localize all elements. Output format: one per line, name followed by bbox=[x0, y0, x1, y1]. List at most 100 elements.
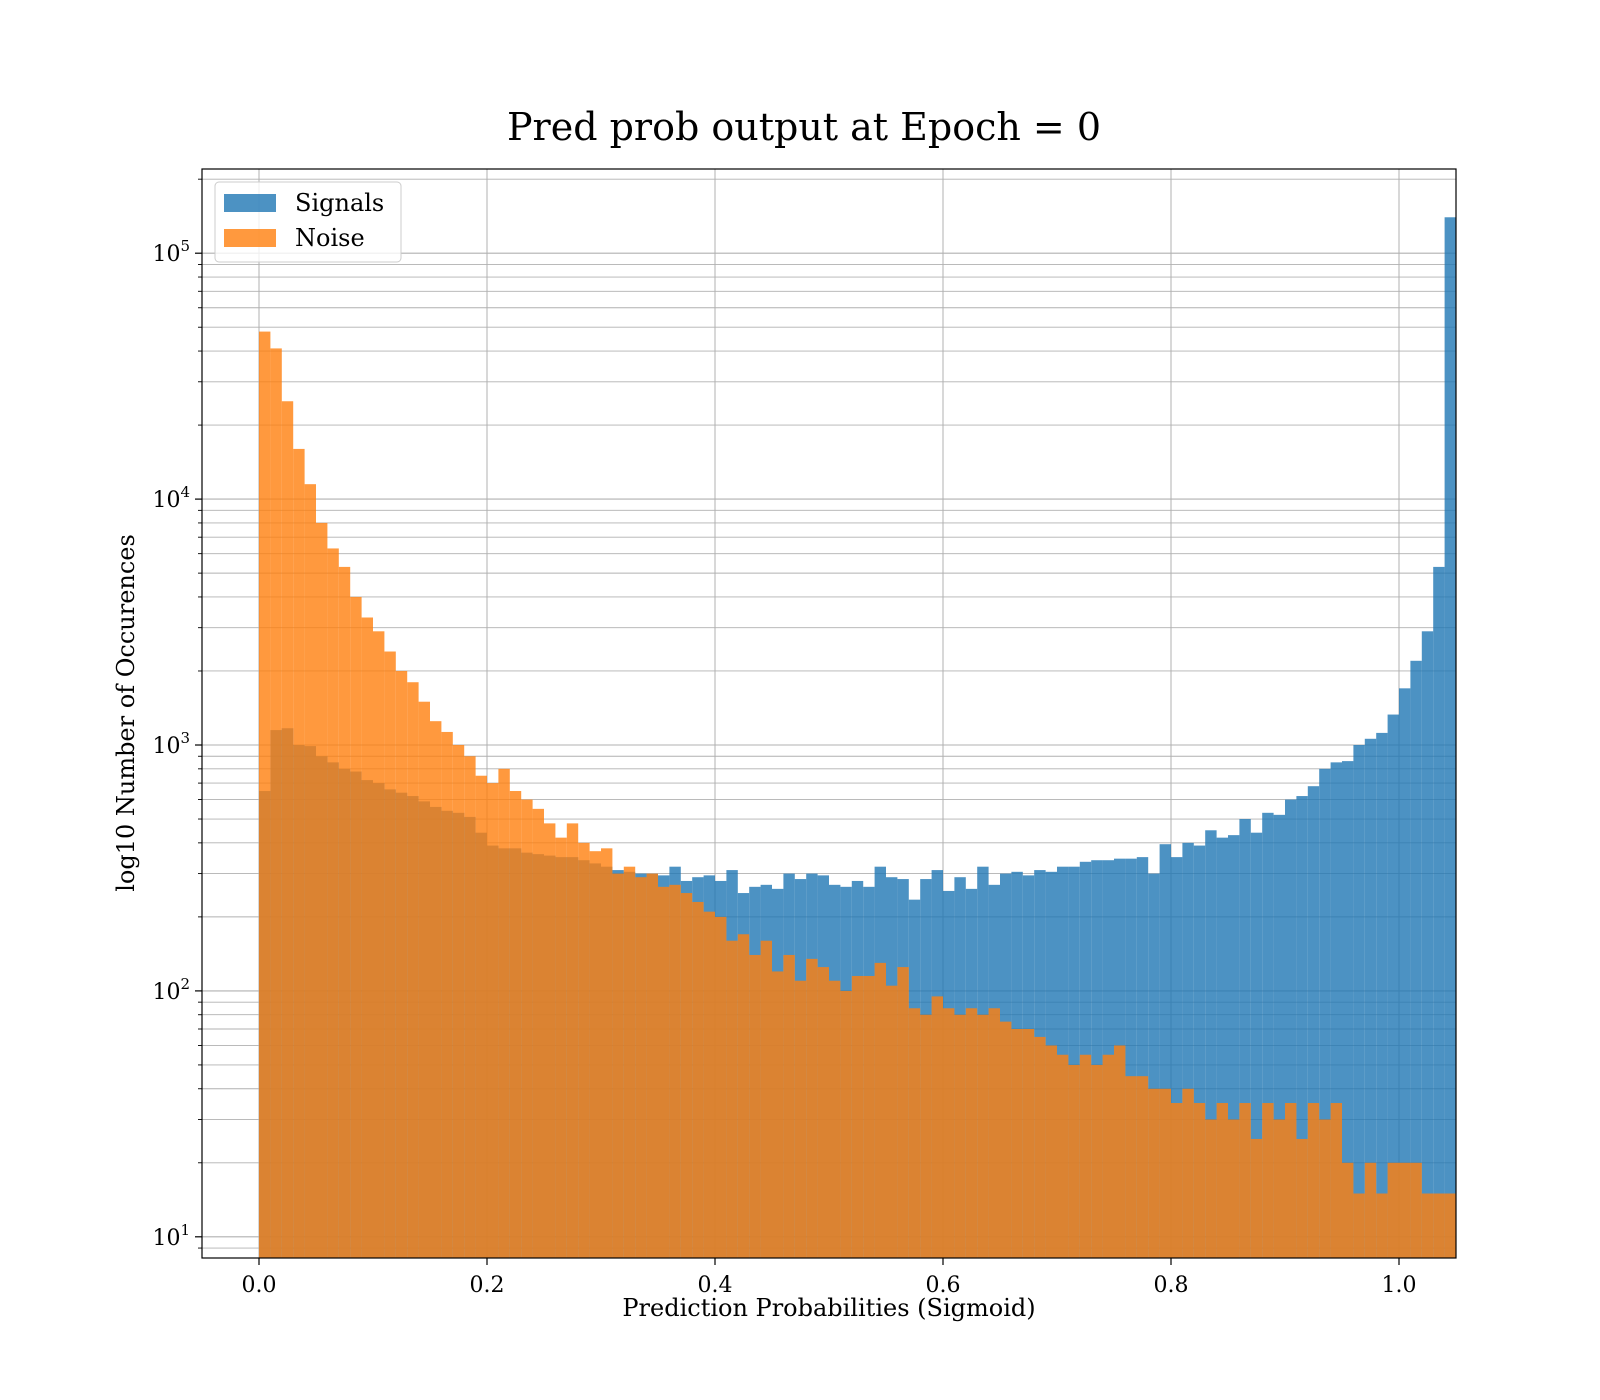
bar-noise bbox=[293, 448, 305, 1259]
legend-swatch-noise bbox=[224, 229, 276, 247]
bar-noise bbox=[1262, 1103, 1274, 1258]
bar-noise bbox=[1307, 1103, 1320, 1258]
bar-noise bbox=[931, 996, 943, 1258]
legend: Signals Noise bbox=[214, 181, 402, 263]
bar-noise bbox=[1353, 1193, 1365, 1258]
bar-noise bbox=[623, 866, 636, 1258]
bar-noise bbox=[544, 823, 556, 1258]
bar-signals bbox=[1421, 631, 1434, 1258]
bar-noise bbox=[1273, 1119, 1285, 1258]
bar-signals bbox=[1285, 799, 1297, 1258]
y-axis-label: log10 Number of Occurences bbox=[112, 534, 140, 892]
bar-signals bbox=[1136, 857, 1149, 1258]
y-tick-label: 104 bbox=[152, 483, 190, 513]
bar-noise bbox=[874, 962, 886, 1258]
bar-signals bbox=[1399, 688, 1411, 1258]
bar-noise bbox=[1330, 1103, 1342, 1258]
bar-signals bbox=[1182, 842, 1194, 1258]
bar-signals bbox=[1068, 866, 1080, 1258]
bar-noise bbox=[726, 940, 738, 1258]
bar-noise bbox=[270, 348, 282, 1258]
bar-signals bbox=[1193, 845, 1206, 1258]
bar-noise bbox=[316, 522, 328, 1258]
bar-noise bbox=[384, 651, 396, 1258]
bar-noise bbox=[1421, 1193, 1434, 1258]
bar-noise bbox=[1193, 1103, 1206, 1258]
bar-signals bbox=[1091, 860, 1103, 1258]
bar-noise bbox=[1057, 1054, 1069, 1258]
bar-signals bbox=[1273, 814, 1285, 1258]
bar-noise bbox=[441, 731, 453, 1258]
bars-layer bbox=[259, 217, 1456, 1259]
bar-noise bbox=[783, 954, 795, 1258]
bar-noise bbox=[1182, 1088, 1194, 1258]
bar-noise bbox=[1148, 1088, 1160, 1258]
bar-signals bbox=[1171, 857, 1183, 1258]
bar-noise bbox=[327, 548, 339, 1258]
bar-noise bbox=[338, 566, 351, 1258]
bar-signals bbox=[1262, 812, 1274, 1258]
bar-signals bbox=[1205, 830, 1217, 1258]
bar-noise bbox=[395, 670, 408, 1258]
bar-noise bbox=[1387, 1162, 1399, 1258]
bar-noise bbox=[1079, 1054, 1092, 1258]
x-tick-label: 0.0 bbox=[242, 1273, 277, 1298]
bar-noise bbox=[304, 484, 316, 1258]
bar-noise bbox=[589, 851, 601, 1258]
bar-noise bbox=[1159, 1088, 1171, 1258]
bar-signals bbox=[1433, 566, 1445, 1258]
bar-noise bbox=[692, 901, 704, 1258]
bar-noise bbox=[1091, 1064, 1103, 1258]
bar-signals bbox=[1148, 873, 1160, 1258]
bar-noise bbox=[1068, 1064, 1080, 1258]
bar-signals bbox=[1307, 786, 1320, 1258]
bar-noise bbox=[1239, 1103, 1251, 1258]
bar-noise bbox=[1011, 1028, 1023, 1258]
bar-noise bbox=[566, 823, 579, 1258]
bar-noise bbox=[1250, 1138, 1263, 1258]
bar-noise bbox=[669, 884, 681, 1258]
bar-noise bbox=[703, 911, 715, 1258]
bar-noise bbox=[464, 756, 476, 1258]
y-tick-label: 101 bbox=[152, 1221, 190, 1251]
bar-noise bbox=[658, 886, 670, 1258]
bar-signals bbox=[1376, 732, 1388, 1258]
x-tick-label: 0.4 bbox=[698, 1273, 733, 1298]
bar-signals bbox=[1296, 796, 1308, 1258]
bar-noise bbox=[1045, 1045, 1057, 1258]
bar-noise bbox=[259, 331, 271, 1258]
bar-noise bbox=[635, 877, 647, 1258]
y-tick-label: 103 bbox=[152, 729, 190, 759]
bar-noise bbox=[646, 873, 658, 1258]
bar-noise bbox=[954, 1014, 966, 1258]
bar-noise bbox=[1376, 1193, 1388, 1258]
bar-noise bbox=[1319, 1119, 1331, 1258]
x-tick-label: 1.0 bbox=[1382, 1273, 1417, 1298]
bar-noise bbox=[407, 682, 419, 1258]
bar-signals bbox=[1444, 217, 1456, 1259]
bar-noise bbox=[1399, 1162, 1411, 1258]
bar-noise bbox=[749, 954, 761, 1258]
bar-signals bbox=[1330, 762, 1342, 1258]
bar-noise bbox=[1171, 1103, 1183, 1258]
bar-noise bbox=[281, 401, 294, 1258]
bar-noise bbox=[1433, 1193, 1445, 1258]
bar-noise bbox=[498, 768, 510, 1258]
y-tick-label: 105 bbox=[152, 237, 190, 267]
bar-noise bbox=[1342, 1162, 1354, 1258]
bar-noise bbox=[886, 985, 898, 1258]
bar-noise bbox=[977, 1014, 989, 1258]
bar-noise bbox=[817, 967, 829, 1258]
bar-signals bbox=[1228, 835, 1240, 1258]
bar-noise bbox=[851, 975, 864, 1258]
bar-noise bbox=[943, 1008, 955, 1258]
bar-noise bbox=[897, 967, 909, 1258]
bar-noise bbox=[1296, 1138, 1308, 1258]
legend-label-noise: Noise bbox=[295, 224, 365, 252]
bar-signals bbox=[1125, 858, 1137, 1258]
bar-noise bbox=[521, 799, 533, 1258]
bar-signals bbox=[1364, 738, 1377, 1258]
bar-signals bbox=[1342, 761, 1354, 1258]
